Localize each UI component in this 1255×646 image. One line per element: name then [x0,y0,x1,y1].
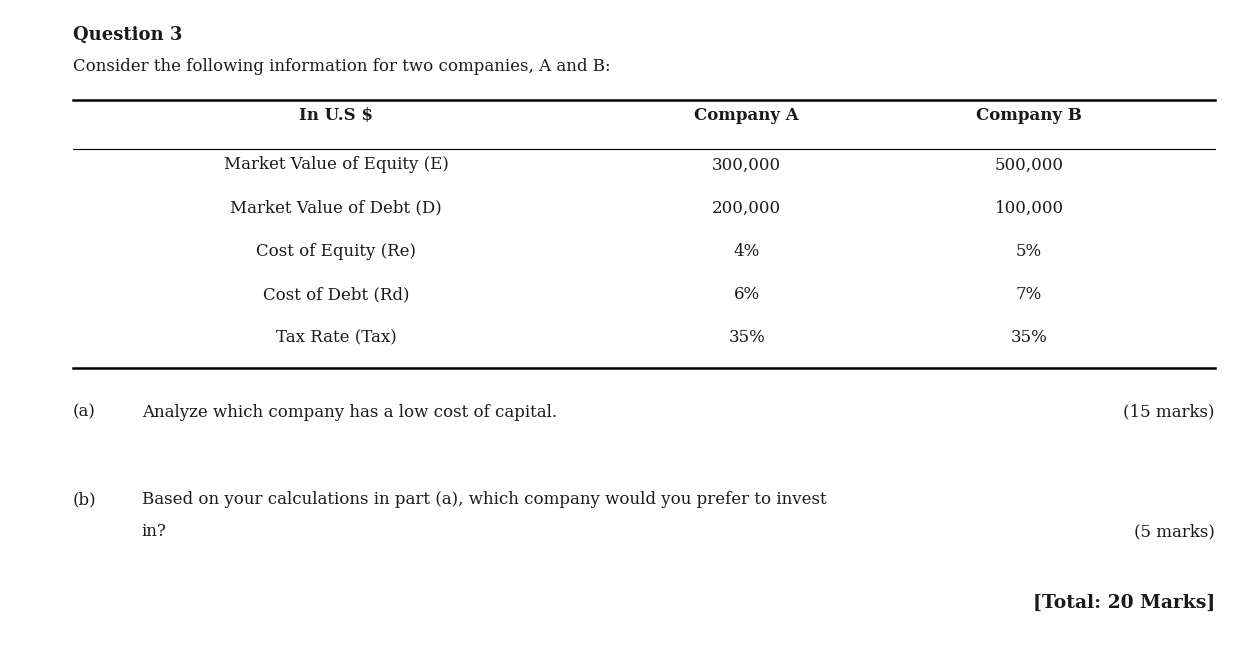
Text: [Total: 20 Marks]: [Total: 20 Marks] [1033,594,1215,612]
Text: Consider the following information for two companies, A and B:: Consider the following information for t… [73,58,610,75]
Text: 500,000: 500,000 [995,156,1063,173]
Text: Analyze which company has a low cost of capital.: Analyze which company has a low cost of … [142,404,557,421]
Text: Tax Rate (Tax): Tax Rate (Tax) [276,329,397,346]
Text: 35%: 35% [1010,329,1048,346]
Text: Question 3: Question 3 [73,26,182,44]
Text: Market Value of Debt (D): Market Value of Debt (D) [231,200,442,216]
Text: 7%: 7% [1017,286,1042,303]
Text: (b): (b) [73,491,97,508]
Text: Market Value of Equity (E): Market Value of Equity (E) [223,156,449,173]
Text: Based on your calculations in part (a), which company would you prefer to invest: Based on your calculations in part (a), … [142,491,827,508]
Text: (5 marks): (5 marks) [1135,523,1215,540]
Text: 200,000: 200,000 [712,200,782,216]
Text: 100,000: 100,000 [994,200,1064,216]
Text: Cost of Equity (Re): Cost of Equity (Re) [256,243,417,260]
Text: 300,000: 300,000 [712,156,782,173]
Text: Company A: Company A [694,107,799,123]
Text: 35%: 35% [728,329,766,346]
Text: In U.S $: In U.S $ [300,107,373,123]
Text: Company B: Company B [976,107,1082,123]
Text: (a): (a) [73,404,95,421]
Text: Cost of Debt (Rd): Cost of Debt (Rd) [264,286,409,303]
Text: 6%: 6% [734,286,759,303]
Text: 5%: 5% [1017,243,1042,260]
Text: 4%: 4% [734,243,759,260]
Text: (15 marks): (15 marks) [1123,404,1215,421]
Text: in?: in? [142,523,167,540]
